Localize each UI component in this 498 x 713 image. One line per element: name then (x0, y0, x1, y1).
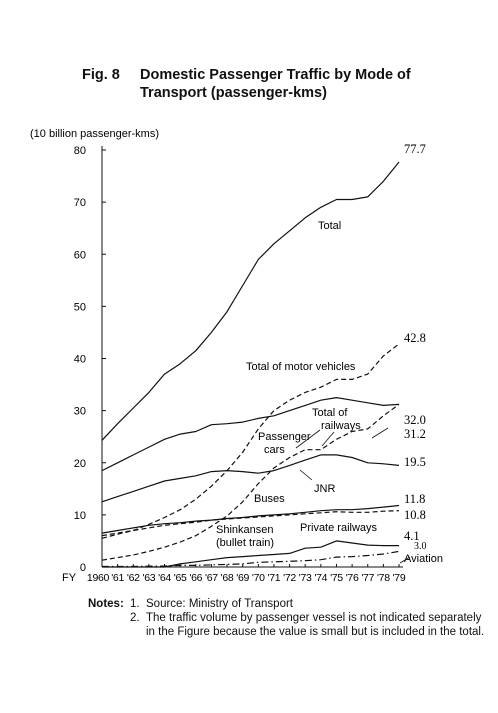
y-axis-label: (10 billion passenger-kms) (30, 128, 159, 140)
notes-label: Notes: (88, 598, 124, 610)
x-tick-label: '75 (330, 572, 343, 584)
x-tick-label: '62 (127, 572, 140, 584)
x-tick-label: 1960 (87, 572, 110, 584)
y-tick-label: 70 (74, 197, 86, 209)
note-row-1: Notes: 1. Source: Ministry of Transport (88, 597, 488, 611)
y-tick-label: 40 (74, 354, 86, 366)
annotation-label: Total of motor vehicles (246, 361, 356, 373)
y-tick-label: 20 (74, 458, 86, 470)
annotation-label: Shinkansen (bullet train) (216, 524, 274, 549)
x-tick-label: '69 (236, 572, 249, 584)
chart-labels: 77.7 42.8 32.031.2 19.5 11.8 10.8 4.13.0 Total T… (216, 142, 443, 565)
series-line-3 (101, 403, 400, 561)
annotation-label: Total (318, 220, 341, 232)
series-line-2 (101, 397, 400, 472)
end-value-label: 32.0 (404, 413, 426, 427)
x-tick-label: '73 (299, 572, 312, 584)
x-axis-prefix: FY (62, 572, 77, 584)
leader-line (295, 429, 321, 449)
note-text: The traffic volume by passenger vessel i… (146, 612, 485, 638)
x-tick-label: '68 (221, 572, 234, 584)
x-tick-label: '64 (158, 572, 171, 584)
series-line-5 (101, 504, 400, 534)
x-tick-label: '63 (142, 572, 155, 584)
chart-axes: (10 billion passenger-kms) 0 10 20 30 40 50 60 7… (30, 128, 406, 584)
note-number: 2. (130, 612, 140, 624)
figure-title: Fig. 8 Domestic Passenger Traffic by Mode… (82, 66, 482, 102)
x-tick-label: '67 (205, 572, 218, 584)
x-tick-label: '78 (377, 572, 390, 584)
note-number: 1. (130, 598, 140, 610)
series-line-7 (102, 540, 399, 568)
annotation-label: JNR (314, 483, 335, 495)
end-value-label: 10.8 (404, 508, 426, 522)
notes-section: Notes: 1. Source: Ministry of Transport … (88, 597, 488, 639)
note-row-2: 2. The traffic volume by passenger vesse… (88, 611, 488, 639)
y-tick-label: 30 (74, 406, 86, 418)
annotation-label: Private railways (300, 522, 378, 534)
x-tick-label: '72 (283, 572, 296, 584)
note-text: Source: Ministry of Transport (146, 598, 293, 610)
x-tick-label: '74 (314, 572, 327, 584)
figure-title-line1: Domestic Passenger Traffic by Mode of (140, 67, 411, 83)
leader-line (299, 469, 313, 481)
end-value-label: 19.5 (404, 455, 426, 469)
x-tick-label: '65 (174, 572, 187, 584)
leader-line (399, 556, 411, 564)
x-tick-label: '79 (393, 572, 406, 584)
series-line-1 (101, 343, 400, 539)
x-tick-label: '77 (361, 572, 374, 584)
x-tick-label: '70 (252, 572, 265, 584)
y-tick-label: 80 (74, 145, 86, 157)
figure-title-line2: Transport (passenger-kms) (140, 85, 327, 101)
annotation-label: Aviation (404, 553, 443, 565)
annotation-label: Total of railways (312, 407, 361, 432)
series-line-6 (101, 510, 400, 537)
x-tick-label: '76 (346, 572, 359, 584)
series-line-0 (101, 161, 400, 441)
x-tick-label: '61 (111, 572, 124, 584)
leader-line (371, 427, 389, 439)
end-value-label: 11.8 (404, 492, 425, 506)
leader-line (321, 431, 335, 447)
end-value-label: 31.2 (404, 427, 426, 441)
x-tick-label: '66 (189, 572, 202, 584)
y-tick-label: 10 (74, 510, 86, 522)
y-tick-label: 50 (74, 301, 86, 313)
x-tick-label: '71 (268, 572, 281, 584)
y-tick-label: 0 (80, 562, 86, 574)
figure-number: Fig. 8 (82, 67, 120, 83)
end-value-label: 77.7 (404, 142, 426, 156)
series-line-4 (101, 454, 400, 503)
line-chart: (10 billion passenger-kms) 0 10 20 30 40 50 60 7… (30, 128, 443, 584)
annotation-label: Buses (254, 493, 285, 505)
annotation-label: Passenger cars (258, 431, 311, 456)
end-value-label: 4.1 (404, 529, 420, 543)
end-value-label: 42.8 (404, 331, 426, 345)
y-tick-label: 60 (74, 249, 86, 261)
series-line-8 (102, 550, 400, 568)
end-value-label: 3.0 (414, 541, 427, 552)
chart-series (101, 161, 400, 568)
